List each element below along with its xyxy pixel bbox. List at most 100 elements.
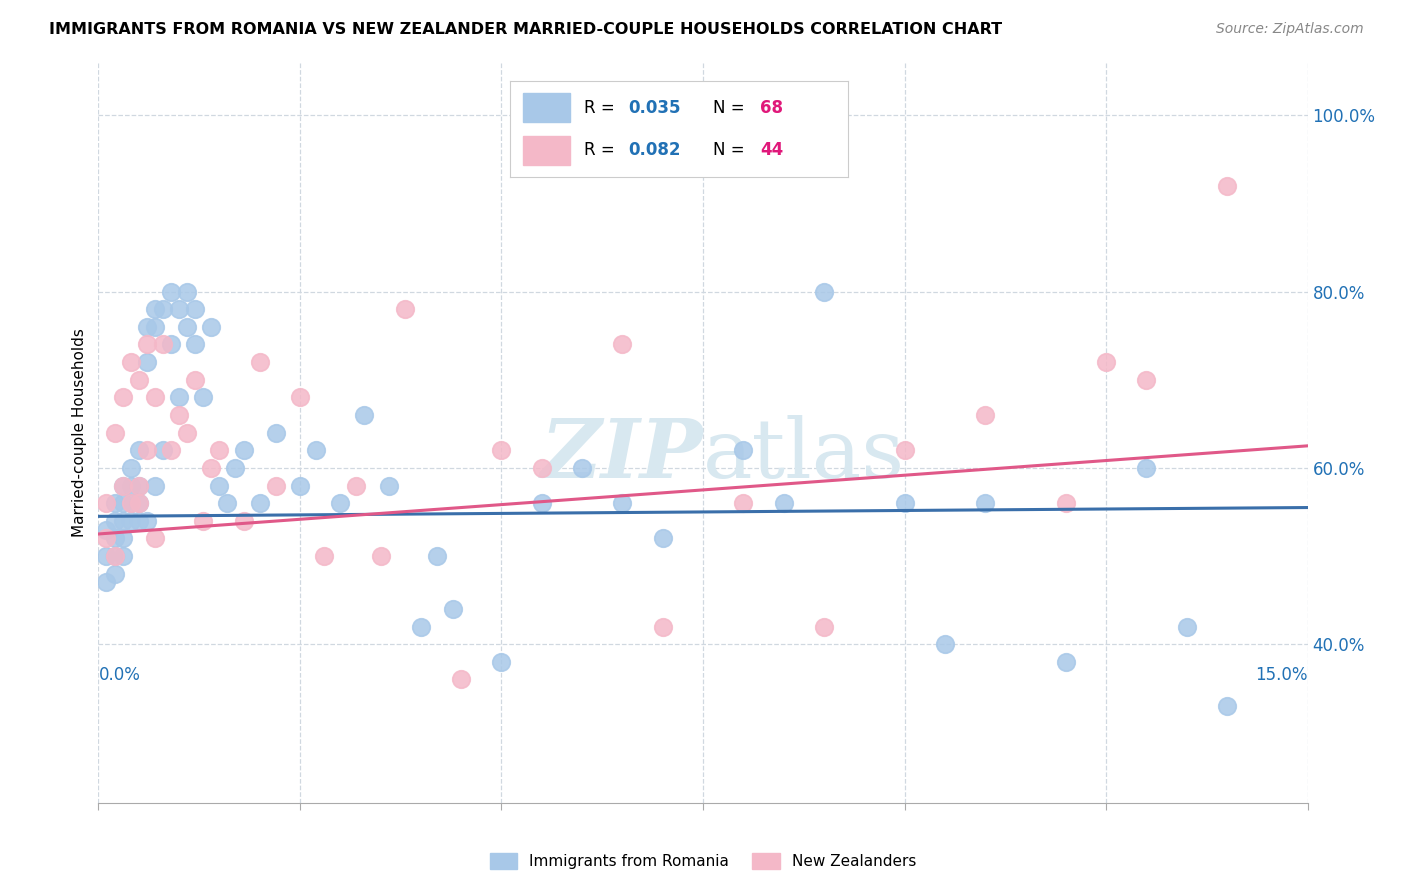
- Point: [305, 443, 328, 458]
- Point: [160, 337, 183, 351]
- Point: [96, 523, 118, 537]
- Point: [1054, 496, 1077, 510]
- Point: [344, 478, 367, 492]
- Text: 0.0%: 0.0%: [98, 665, 141, 684]
- Text: 15.0%: 15.0%: [1256, 665, 1308, 684]
- Point: [176, 425, 198, 440]
- Point: [813, 619, 835, 633]
- Point: [143, 478, 166, 492]
- Point: [208, 443, 231, 458]
- Point: [96, 532, 118, 546]
- Point: [120, 514, 142, 528]
- Point: [491, 655, 513, 669]
- Text: ZIP: ZIP: [540, 415, 703, 495]
- Point: [111, 532, 134, 546]
- Point: [772, 496, 794, 510]
- Point: [120, 496, 142, 510]
- Point: [530, 496, 553, 510]
- Point: [128, 373, 150, 387]
- Point: [1135, 373, 1157, 387]
- Point: [1095, 355, 1118, 369]
- Point: [200, 319, 222, 334]
- Point: [264, 478, 287, 492]
- Point: [135, 319, 157, 334]
- Point: [1216, 698, 1239, 713]
- Point: [450, 673, 472, 687]
- Point: [103, 425, 125, 440]
- Point: [111, 478, 134, 492]
- Point: [232, 443, 254, 458]
- Point: [103, 532, 125, 546]
- Point: [200, 461, 222, 475]
- Point: [167, 302, 190, 317]
- Point: [160, 443, 183, 458]
- Point: [135, 443, 157, 458]
- Point: [120, 461, 142, 475]
- Y-axis label: Married-couple Households: Married-couple Households: [72, 328, 87, 537]
- Point: [491, 443, 513, 458]
- Point: [96, 549, 118, 563]
- Point: [409, 619, 432, 633]
- Point: [893, 496, 915, 510]
- Point: [143, 302, 166, 317]
- Point: [353, 408, 375, 422]
- Point: [143, 390, 166, 404]
- Point: [184, 373, 207, 387]
- Point: [111, 514, 134, 528]
- Point: [733, 496, 755, 510]
- Text: atlas: atlas: [703, 415, 905, 495]
- Point: [934, 637, 956, 651]
- Point: [120, 496, 142, 510]
- Point: [128, 478, 150, 492]
- Point: [103, 514, 125, 528]
- Point: [651, 619, 673, 633]
- Point: [128, 496, 150, 510]
- Point: [135, 337, 157, 351]
- Point: [288, 478, 311, 492]
- Point: [128, 478, 150, 492]
- Point: [103, 549, 125, 563]
- Point: [571, 461, 593, 475]
- Point: [329, 496, 352, 510]
- Text: Source: ZipAtlas.com: Source: ZipAtlas.com: [1216, 22, 1364, 37]
- Point: [128, 514, 150, 528]
- Point: [111, 478, 134, 492]
- Point: [224, 461, 246, 475]
- Point: [111, 549, 134, 563]
- Point: [314, 549, 336, 563]
- Point: [143, 319, 166, 334]
- Point: [120, 355, 142, 369]
- Point: [96, 575, 118, 590]
- Point: [1175, 619, 1198, 633]
- Point: [176, 319, 198, 334]
- Point: [120, 478, 142, 492]
- Point: [184, 302, 207, 317]
- Point: [441, 602, 464, 616]
- Point: [208, 478, 231, 492]
- Point: [143, 532, 166, 546]
- Point: [249, 496, 271, 510]
- Point: [176, 285, 198, 299]
- Point: [394, 302, 416, 317]
- Point: [1216, 178, 1239, 193]
- Point: [733, 443, 755, 458]
- Point: [893, 443, 915, 458]
- Point: [103, 566, 125, 581]
- Point: [128, 443, 150, 458]
- Text: IMMIGRANTS FROM ROMANIA VS NEW ZEALANDER MARRIED-COUPLE HOUSEHOLDS CORRELATION C: IMMIGRANTS FROM ROMANIA VS NEW ZEALANDER…: [49, 22, 1002, 37]
- Point: [1135, 461, 1157, 475]
- Point: [426, 549, 449, 563]
- Point: [193, 514, 215, 528]
- Point: [651, 532, 673, 546]
- Point: [377, 478, 399, 492]
- Point: [264, 425, 287, 440]
- Point: [370, 549, 392, 563]
- Point: [152, 443, 174, 458]
- Point: [167, 408, 190, 422]
- Point: [249, 355, 271, 369]
- Point: [530, 461, 553, 475]
- Point: [1054, 655, 1077, 669]
- Point: [167, 390, 190, 404]
- Point: [813, 285, 835, 299]
- Point: [152, 337, 174, 351]
